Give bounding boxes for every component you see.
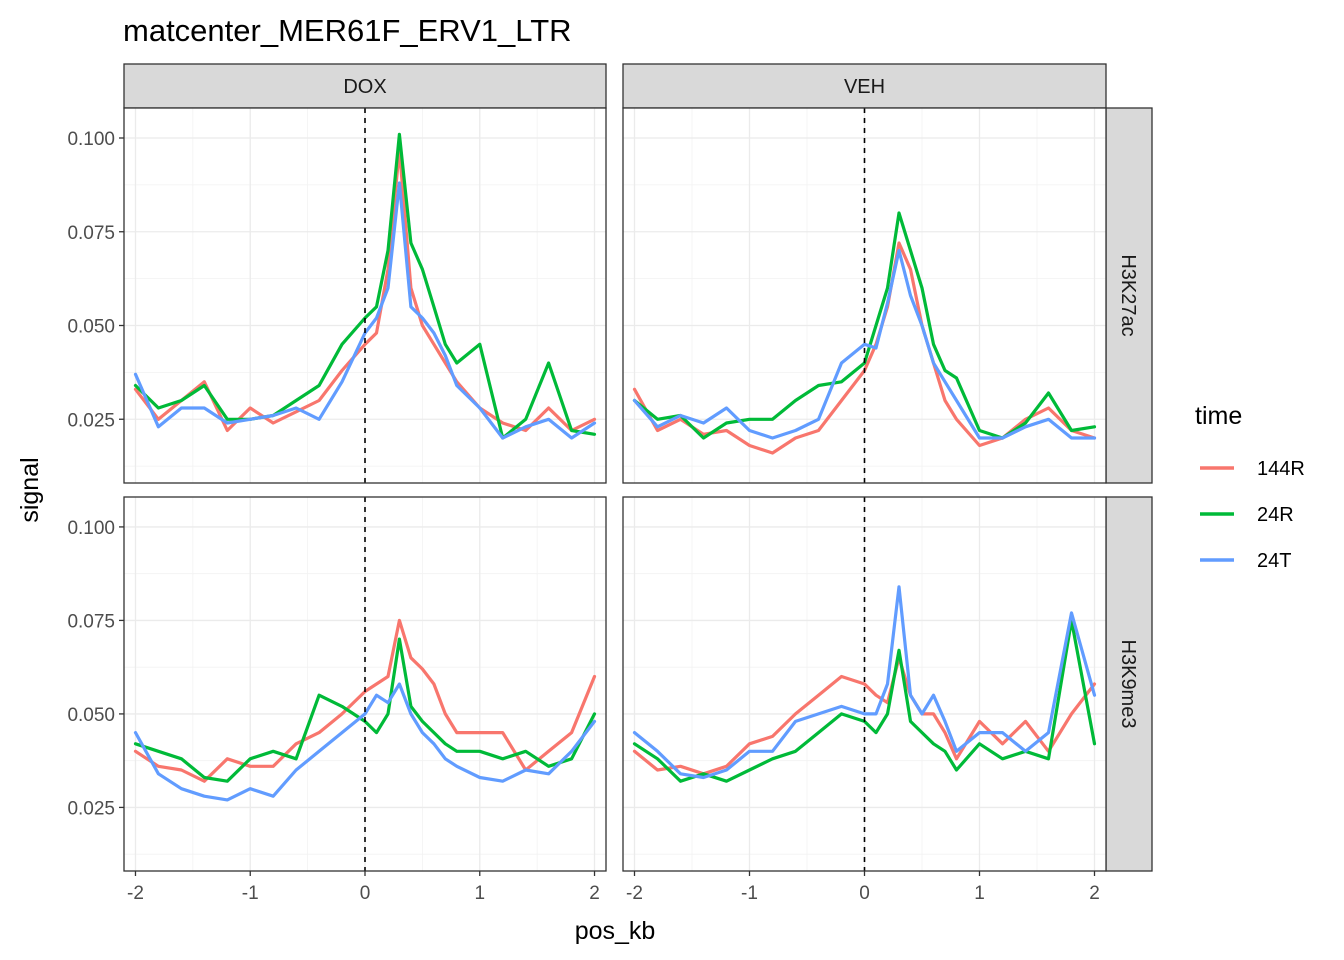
- chart-title: matcenter_MER61F_ERV1_LTR: [123, 13, 572, 48]
- y-tick-label: 0.075: [67, 223, 115, 244]
- legend-title: time: [1195, 402, 1242, 430]
- series-line-144R: [133, 147, 597, 433]
- strip-dox: [123, 63, 607, 109]
- x-tick-label: 0: [360, 883, 371, 904]
- strip-label-veh: VEH: [844, 76, 885, 98]
- x-tick-label: -2: [626, 883, 643, 904]
- x-tick-label: 2: [589, 883, 600, 904]
- x-tick-label: 2: [1089, 883, 1100, 904]
- panel-veh-h3k27ac: [622, 107, 1107, 484]
- series-line-144R: [632, 656, 1097, 776]
- x-tick-label: 0: [859, 883, 870, 904]
- y-tick-label: 0.025: [67, 410, 115, 431]
- x-tick-label: 1: [974, 883, 985, 904]
- series-line-144R: [133, 618, 597, 783]
- legend-label-24T: 24T: [1257, 550, 1291, 572]
- y-tick-label: 0.050: [67, 317, 115, 338]
- series-line-24T: [133, 181, 597, 440]
- legend-label-24R: 24R: [1257, 504, 1294, 526]
- strip-label-h3k27ac: H3K27ac: [1117, 254, 1139, 336]
- x-tick-label: -1: [741, 883, 758, 904]
- panel-border: [123, 107, 607, 484]
- y-tick-label: 0.025: [67, 798, 115, 819]
- strip-label-h3k9me3: H3K9me3: [1117, 640, 1139, 729]
- panel-dox-h3k9me3: 0.025 0.050 0.075 0.100 -2 -1 0 1 2: [67, 496, 607, 904]
- series-line-24T: [632, 585, 1097, 780]
- y-tick-label: 0.100: [67, 129, 115, 150]
- legend-label-144R: 144R: [1257, 458, 1305, 480]
- x-tick-label: 1: [474, 883, 485, 904]
- strip-h3k9me3: [1105, 496, 1153, 872]
- series-line-24T: [632, 248, 1097, 440]
- panel-veh-h3k9me3: -2 -1 0 1 2: [622, 496, 1107, 904]
- panel-dox-h3k27ac: 0.025 0.050 0.075 0.100: [67, 107, 607, 484]
- x-tick-label: -2: [127, 883, 144, 904]
- y-axis-title: signal: [16, 457, 44, 522]
- series-line-24T: [133, 682, 597, 802]
- x-tick-label: -1: [242, 883, 259, 904]
- y-tick-label: 0.100: [67, 518, 115, 539]
- y-tick-label: 0.075: [67, 611, 115, 632]
- x-axis-title: pos_kb: [575, 917, 656, 945]
- series-line-24R: [133, 637, 597, 783]
- strip-label-dox: DOX: [343, 76, 386, 98]
- panels-layer: DOX VEH H3K27ac H3K9me3 0.025 0.050 0.075 0.100…: [67, 63, 1153, 904]
- y-tick-label: 0.050: [67, 705, 115, 726]
- strip-veh: [622, 63, 1107, 109]
- legend: time 144R 24R 24T: [1195, 402, 1305, 572]
- panel-border: [622, 107, 1107, 484]
- series-line-24R: [632, 618, 1097, 783]
